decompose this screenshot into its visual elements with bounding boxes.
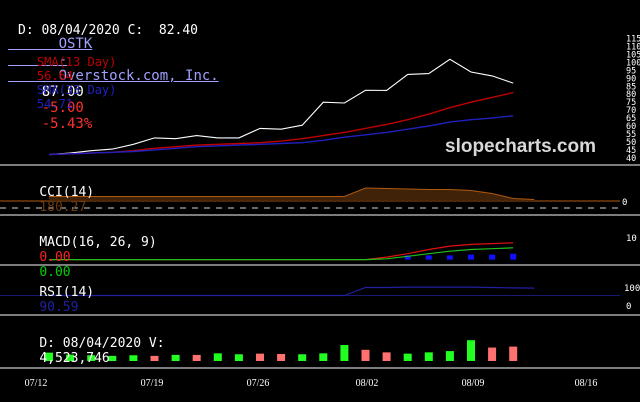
price-series-group bbox=[48, 58, 514, 156]
volume-legend: D: 08/04/2020 V: 4,523,746 bbox=[8, 321, 165, 381]
volume-bar bbox=[66, 354, 75, 361]
macd-hist-bar bbox=[468, 254, 474, 260]
watermark: slopecharts.com bbox=[445, 136, 596, 157]
rsi-value: 90.59 bbox=[39, 300, 79, 315]
company-name: Overstock.com, Inc. bbox=[58, 68, 219, 84]
rsi-legend: RSI(14) 90.59 bbox=[8, 270, 94, 330]
rsi-axis-100: 100 bbox=[624, 284, 640, 294]
x-axis: 07/12 07/19 07/26 08/02 08/09 08/16 bbox=[25, 378, 598, 389]
macd-signal-line bbox=[49, 247, 514, 261]
ticker-symbol: OSTK bbox=[58, 36, 93, 52]
header-title: OSTK - Overstock.com, Inc. 87.00 -5.00 -… bbox=[8, 4, 219, 148]
rsi-line bbox=[49, 286, 535, 297]
price-tick-label: 50 bbox=[626, 138, 636, 148]
volume-bar bbox=[256, 353, 264, 361]
volume-bar bbox=[171, 354, 180, 361]
price-tick-label: 85 bbox=[626, 82, 636, 92]
volume-bar bbox=[509, 346, 518, 361]
cci-label: CCI(14) bbox=[39, 185, 95, 200]
x-tick-label: 07/12 bbox=[25, 378, 48, 389]
macd-label: MACD(16, 26, 9) bbox=[39, 235, 157, 250]
sma33-value: 54.71 bbox=[36, 97, 74, 111]
ticker-separator: - bbox=[58, 52, 68, 68]
macd-hist-bar bbox=[404, 255, 411, 260]
price-change: -5.00 bbox=[41, 100, 84, 116]
cci-area bbox=[49, 188, 535, 202]
volume-bar bbox=[382, 352, 391, 361]
cci-axis-zero: 0 bbox=[622, 198, 628, 208]
volume-bar bbox=[424, 352, 433, 361]
volume-bar bbox=[192, 354, 201, 361]
x-tick-label: 07/19 bbox=[141, 378, 164, 389]
rsi-label: RSI(14) bbox=[39, 285, 95, 300]
price-tick-label: 75 bbox=[626, 98, 636, 108]
volume-bar bbox=[45, 352, 53, 361]
macd-value1: 0.00 bbox=[39, 250, 71, 265]
price-tick-label: 65 bbox=[626, 114, 636, 124]
last-price: 87.00 bbox=[41, 84, 84, 100]
price-tick-label: 110 bbox=[626, 43, 640, 53]
price-tick-label: 90 bbox=[626, 74, 636, 84]
price-change-pct: -5.43% bbox=[41, 116, 93, 132]
x-tick-label: 08/16 bbox=[575, 378, 598, 389]
cci-legend: CCI(14) 180.27 bbox=[8, 170, 94, 230]
volume-bar bbox=[213, 353, 222, 361]
price-tick-label: 70 bbox=[626, 106, 636, 116]
rsi-axis-0: 0 bbox=[626, 302, 632, 312]
ticker-link[interactable]: OSTK - Overstock.com, Inc. bbox=[8, 36, 219, 84]
volume-bar bbox=[277, 353, 286, 361]
price-tick-label: 115 bbox=[626, 35, 640, 45]
sma33-line bbox=[48, 115, 514, 156]
price-tick-label: 100 bbox=[626, 58, 640, 68]
volume-bar bbox=[340, 345, 349, 361]
volume-bar bbox=[87, 355, 96, 361]
price-tick-label: 60 bbox=[626, 122, 636, 132]
macd-hist-bar bbox=[489, 254, 496, 260]
price-tick-label: 55 bbox=[626, 130, 636, 140]
sma-legend: SMA(13 Day) 56.64 SMA(33 Day) 54.71 bbox=[8, 41, 116, 125]
panel-frames bbox=[0, 164, 640, 369]
volume-bar bbox=[234, 354, 243, 361]
x-tick-label: 08/09 bbox=[462, 378, 485, 389]
volume-panel bbox=[45, 340, 518, 361]
volume-bar bbox=[361, 349, 370, 361]
macd-hist-bar bbox=[446, 255, 453, 260]
sma33-label: SMA(33 Day) bbox=[36, 83, 117, 97]
volume-bar bbox=[108, 355, 117, 361]
price-tick-label: 105 bbox=[626, 50, 640, 60]
cci-panel bbox=[0, 187, 620, 209]
volume-bar bbox=[319, 353, 328, 361]
sma13-label: SMA(13 Day) bbox=[36, 55, 117, 69]
date-close-line: D: 08/04/2020 C: 82.40 bbox=[18, 23, 199, 38]
price-line bbox=[48, 58, 514, 156]
volume-bar bbox=[445, 351, 454, 361]
volume-bar bbox=[467, 340, 475, 361]
x-tick-label: 07/26 bbox=[247, 378, 270, 389]
macd-panel bbox=[49, 242, 517, 261]
price-tick-label: 45 bbox=[626, 146, 636, 156]
volume-bar bbox=[488, 347, 497, 361]
volume-value: 4,523,746 bbox=[39, 351, 110, 366]
price-tick-label: 95 bbox=[626, 66, 636, 76]
price-tick-label: 40 bbox=[626, 154, 636, 164]
volume-bar bbox=[150, 355, 159, 361]
macd-legend: MACD(16, 26, 9) 0.00 0.00 bbox=[8, 220, 157, 295]
macd-axis-label: 10 bbox=[626, 234, 637, 244]
price-tick-label: 80 bbox=[626, 90, 636, 100]
rsi-panel bbox=[0, 286, 620, 297]
sma13-value: 56.64 bbox=[36, 69, 74, 83]
volume-date-label: D: 08/04/2020 V: bbox=[39, 336, 165, 351]
volume-bar bbox=[129, 355, 138, 361]
macd-value2: 0.00 bbox=[39, 265, 71, 280]
volume-bar bbox=[298, 354, 307, 361]
x-tick-label: 08/02 bbox=[356, 378, 379, 389]
volume-bar bbox=[403, 353, 412, 361]
macd-hist-bar bbox=[425, 255, 432, 260]
cci-line bbox=[49, 187, 535, 200]
macd-hist-bar bbox=[510, 253, 517, 260]
cci-value: 180.27 bbox=[39, 200, 87, 215]
